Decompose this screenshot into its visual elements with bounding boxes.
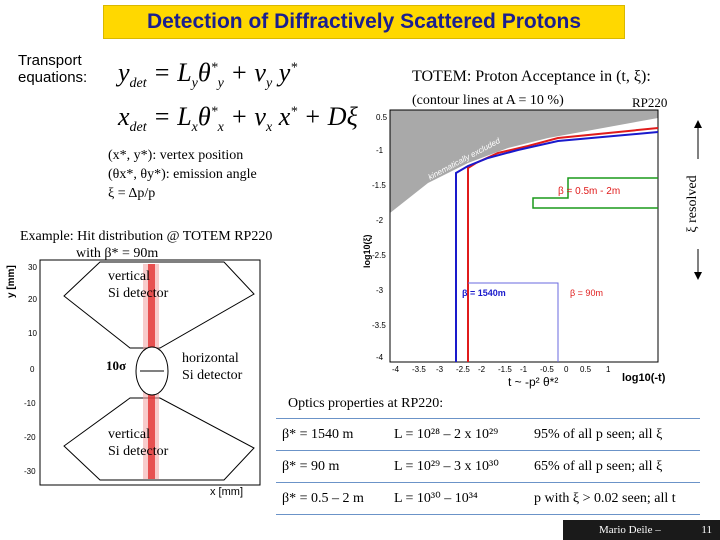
y-tick-3: -2 — [376, 216, 384, 225]
transport-label-line2: equations: — [18, 69, 88, 86]
hit-y-axis-label: y [mm] — [6, 265, 17, 298]
hit-distribution-plot: 30 20 10 0 -10 -20 -30 y [mm] — [6, 259, 261, 486]
contour-inner-box — [468, 282, 559, 362]
optics-beta-low: β* = 0.5 – 2 m — [276, 482, 388, 515]
optics-beta-90: β* = 90 m — [276, 450, 388, 483]
y-tick-5: -3 — [376, 286, 384, 295]
y-tick-0: 0.5 — [376, 113, 388, 122]
example-line1: Example: Hit distribution @ TOTEM RP220 — [20, 229, 273, 244]
horizontal-label: horizontal Si detector — [182, 350, 242, 384]
x-tick-5: -1.5 — [498, 365, 512, 374]
beta90-label: β = 90m — [570, 288, 603, 298]
x-tick-1: -3.5 — [412, 365, 426, 374]
vertical-bottom-line2: Si detector — [108, 444, 169, 459]
optics-note-90: 65% of all p seen; all ξ — [528, 450, 700, 483]
acceptance-contour: (contour lines at A = 10 %) — [412, 93, 564, 108]
plot-frame — [389, 109, 659, 363]
beta-band-label: β = 0.5m - 2m — [558, 186, 620, 197]
x-tick-7: -0.5 — [540, 365, 554, 374]
equation-x: xdet = Lxθ*x + vx x* + Dξ — [118, 102, 358, 136]
optics-row: β* = 1540 m L = 10²⁸ – 2 x 10²⁹ 95% of a… — [276, 418, 700, 451]
footer-bar: Mario Deile – 11 — [563, 520, 720, 540]
x-tick-10: 1 — [606, 365, 611, 374]
acceptance-rp: RP220 — [632, 95, 668, 110]
xi-arrow-head-bottom — [694, 272, 702, 280]
title-bar: Detection of Diffractively Scattered Pro… — [0, 0, 720, 44]
optics-lum-90: L = 10²⁹ – 3 x 10³⁰ — [388, 450, 528, 483]
acceptance-title: TOTEM: Proton Acceptance in (t, ξ): — [412, 68, 651, 85]
y-tick-1: -1 — [376, 146, 384, 155]
page-title: Detection of Diffractively Scattered Pro… — [146, 10, 582, 33]
hit-y-tick-6: -30 — [24, 467, 36, 476]
y-tick-2: -1.5 — [372, 181, 386, 190]
definitions: (x*, y*): vertex position (θx*, θy*): em… — [108, 146, 257, 203]
example-text: Example: Hit distribution @ TOTEM RP220 … — [20, 228, 272, 262]
transport-label: Transport equations: — [18, 52, 87, 86]
beta90-contour — [467, 127, 659, 362]
optics-note-low: p with ξ > 0.02 seen; all t — [528, 482, 700, 515]
vertical-bottom-line1: vertical — [108, 427, 150, 442]
y-tick-7: -4 — [376, 353, 384, 362]
bottom-detector-outline — [63, 397, 255, 481]
optics-row: β* = 0.5 – 2 m L = 10³⁰ – 10³⁴ p with ξ … — [276, 482, 700, 515]
y-tick-4: -2.5 — [372, 251, 386, 260]
x-tick-8: 0 — [564, 365, 569, 374]
x-tick-6: -1 — [520, 365, 528, 374]
optics-row: β* = 90 m L = 10²⁹ – 3 x 10³⁰ 65% of all… — [276, 450, 700, 483]
acceptance-x-axis-label: log10(-t) — [622, 372, 666, 384]
x-tick-0: -4 — [392, 365, 400, 374]
hit-y-tick-2: 10 — [28, 329, 37, 338]
title-box: Detection of Diffractively Scattered Pro… — [103, 5, 625, 39]
beta1540-label: β = 1540m — [462, 288, 506, 298]
vertical-top-line2: Si detector — [108, 286, 169, 301]
example-line2: with β* = 90m — [76, 246, 159, 261]
sigma-label: 10σ — [106, 358, 127, 373]
hit-x-axis-label: x [mm] — [210, 486, 243, 498]
x-tick-9: 0.5 — [580, 365, 592, 374]
acceptance-plot: 0.5 -1 -1.5 -2 -2.5 -3 -3.5 -4 -4 -3.5 -… — [362, 109, 659, 374]
vertical-bottom-label: vertical Si detector — [108, 426, 168, 460]
hit-y-tick-4: -10 — [24, 399, 36, 408]
top-detector-outline — [63, 261, 255, 349]
horizontal-line2: Si detector — [182, 368, 243, 383]
t-relation: t ~ -p² θ*² — [508, 375, 559, 389]
acceptance-y-axis-label: log10(ξ) — [362, 234, 372, 268]
x-tick-3: -2.5 — [456, 365, 470, 374]
definition-vertex: (x*, y*): vertex position — [108, 148, 244, 163]
hit-y-tick-1: 20 — [28, 295, 37, 304]
kinematic-excluded-region — [390, 110, 658, 213]
y-tick-6: -3.5 — [372, 321, 386, 330]
xi-arrow-head-top — [694, 120, 702, 128]
footer-page-number: 11 — [701, 524, 712, 536]
vertical-top-label: vertical Si detector — [108, 268, 168, 302]
x-tick-2: -3 — [436, 365, 444, 374]
footer-author: Mario Deile – — [599, 524, 661, 536]
optics-lum-low: L = 10³⁰ – 10³⁴ — [388, 482, 528, 515]
optics-note-1540: 95% of all p seen; all ξ — [528, 418, 700, 451]
vertical-top-line1: vertical — [108, 269, 150, 284]
optics-lum-1540: L = 10²⁸ – 2 x 10²⁹ — [388, 418, 528, 451]
xi-resolved-label: ξ resolved — [685, 159, 701, 249]
beta-band-contour — [532, 177, 658, 209]
optics-beta-1540: β* = 1540 m — [276, 418, 388, 451]
optics-heading: Optics properties at RP220: — [288, 396, 444, 411]
equation-y: ydet = Lyθ*y + vy y* — [118, 58, 298, 92]
definition-xi: ξ = Δp/p — [108, 186, 156, 201]
horizontal-line1: horizontal — [182, 351, 239, 366]
hit-y-tick-5: -20 — [24, 433, 36, 442]
beta1540-contour — [455, 131, 659, 362]
definition-angle: (θx*, θy*): emission angle — [108, 167, 257, 182]
optics-table: β* = 1540 m L = 10²⁸ – 2 x 10²⁹ 95% of a… — [276, 418, 700, 515]
hit-y-tick-3: 0 — [30, 365, 35, 374]
transport-label-line1: Transport — [18, 52, 82, 69]
x-tick-4: -2 — [478, 365, 486, 374]
hit-y-tick-0: 30 — [28, 263, 37, 272]
